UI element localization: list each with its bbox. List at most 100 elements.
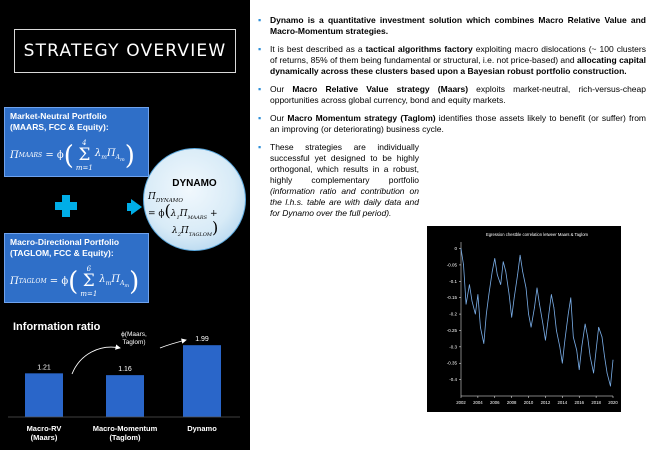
x-tick-label-6: 2014 bbox=[558, 400, 568, 405]
correlation-point bbox=[598, 326, 599, 328]
dynamo-circle: DYNAMO ΠDYNAMO = ϕ(λ1ΠMAARS + λ2ΠTAGLOM) bbox=[143, 148, 246, 251]
bullet-3-text-0: Our bbox=[270, 113, 288, 123]
correlation-point bbox=[601, 336, 603, 338]
market-neutral-label-2: (MAARS, FCC & Equity): bbox=[10, 122, 109, 132]
y-tick-label-6: -0.3 bbox=[449, 344, 457, 349]
correlation-point bbox=[542, 323, 544, 325]
y-tick-label-0: 0 bbox=[454, 246, 457, 251]
correlation-point bbox=[564, 339, 566, 341]
correlation-chart-title: Egression chestble correlation letweer M… bbox=[486, 232, 589, 237]
market-neutral-box: Market-Neutral Portfolio (MAARS, FCC & E… bbox=[4, 107, 149, 177]
formula-lhs-sub: MAARS bbox=[18, 152, 43, 159]
correlation-point bbox=[502, 261, 504, 263]
correlation-point bbox=[530, 326, 532, 328]
bullet-1-text-2: exploiting macro dislocations (~ 100 clu… bbox=[270, 44, 646, 65]
correlation-point bbox=[505, 271, 507, 272]
correlation-point bbox=[612, 359, 614, 361]
correlation-point bbox=[488, 294, 490, 295]
arrow-right-icon-tail bbox=[127, 203, 133, 211]
x-tick-label-1: 2004 bbox=[473, 400, 483, 405]
bar-category-label-0: Macro-RV (Maars) bbox=[26, 424, 62, 442]
bullet-2: ▪ Our Macro Relative Value strategy (Maar… bbox=[256, 84, 646, 106]
correlation-point bbox=[604, 356, 605, 358]
x-tick-label-8: 2018 bbox=[591, 400, 601, 405]
annotation-arrow-1 bbox=[71, 344, 121, 375]
correlation-point bbox=[469, 284, 470, 285]
bar-value-label-2: 1.99 bbox=[195, 336, 209, 343]
bullet-4-text-1: (information ratio and contribution on t… bbox=[270, 186, 419, 218]
annotation-label-2: Taglom) bbox=[122, 339, 145, 346]
dynamo-formula: ΠDYNAMO = ϕ(λ1ΠMAARS + λ2ΠTAGLOM) bbox=[148, 192, 219, 238]
correlation-point bbox=[553, 307, 555, 308]
correlation-point bbox=[570, 297, 572, 299]
correlation-point bbox=[593, 372, 594, 374]
correlation-point bbox=[587, 336, 589, 338]
annotation-arrow-2 bbox=[159, 338, 187, 349]
y-tick-label-3: -0.15 bbox=[447, 295, 458, 300]
y-tick-label-2: -0.1 bbox=[449, 279, 457, 284]
annotation-label-1: ϕ(Maars, bbox=[121, 331, 147, 338]
correlation-point bbox=[610, 385, 611, 387]
bar-0 bbox=[25, 373, 63, 417]
correlation-point bbox=[576, 349, 578, 351]
arrow-right-icon bbox=[131, 199, 142, 215]
square-bullet-icon: ▪ bbox=[258, 142, 262, 152]
bar-value-label-1: 1.16 bbox=[118, 366, 132, 373]
x-tick-label-7: 2016 bbox=[574, 400, 584, 405]
correlation-point bbox=[465, 303, 467, 305]
plus-icon bbox=[55, 195, 77, 217]
page-title: STRATEGY OVERVIEW bbox=[14, 29, 236, 73]
correlation-point bbox=[572, 336, 574, 338]
correlation-point bbox=[522, 271, 523, 272]
y-tick-label-5: -0.25 bbox=[447, 328, 458, 333]
correlation-point bbox=[561, 362, 563, 364]
square-bullet-icon: ▪ bbox=[258, 84, 262, 94]
bullet-0: ▪ Dynamo is a quantitative investment sol… bbox=[256, 15, 646, 37]
correlation-point bbox=[606, 372, 608, 374]
correlation-point bbox=[485, 313, 487, 315]
bullet-4: ▪ These strategies are individually succe… bbox=[256, 142, 419, 219]
bar-category-label-1: Macro-Momentum (Taglom) bbox=[92, 424, 158, 442]
x-tick-label-3: 2008 bbox=[507, 400, 517, 405]
correlation-point bbox=[475, 313, 476, 315]
correlation-point bbox=[528, 313, 529, 315]
bar-2 bbox=[183, 345, 221, 417]
formula-lhs: Π bbox=[10, 150, 19, 161]
correlation-point bbox=[589, 356, 591, 358]
correlation-point bbox=[539, 303, 540, 305]
formula-lhs: Π bbox=[10, 276, 19, 287]
bullet-3-text-1: Macro Momentum strategy (Taglom) bbox=[287, 113, 436, 123]
correlation-point bbox=[494, 258, 496, 259]
bullet-1-text-3: allocating capital dynamically across th… bbox=[270, 55, 647, 76]
bullet-3: ▪ Our Macro Momentum strategy (Taglom) id… bbox=[256, 113, 646, 135]
bar-category-label-2: Dynamo bbox=[187, 424, 217, 433]
macro-directional-label-1: Macro-Directional Portfolio bbox=[10, 237, 120, 247]
correlation-point bbox=[536, 287, 538, 289]
correlation-point bbox=[496, 274, 498, 276]
correlation-point bbox=[578, 369, 580, 371]
correlation-point bbox=[463, 264, 464, 266]
bullet-0-text-0: Dynamo is a quantitative investment solu… bbox=[270, 15, 646, 36]
correlation-point bbox=[477, 294, 479, 295]
correlation-point bbox=[581, 346, 583, 348]
correlation-point bbox=[517, 274, 518, 276]
formula-lhs-sub: TAGLOM bbox=[18, 278, 47, 285]
correlation-series-line bbox=[460, 248, 614, 387]
bullet-1: ▪ It is best described as a tactical algo… bbox=[256, 44, 646, 77]
bullet-1-text-1: tactical algorithms factory bbox=[365, 44, 473, 54]
market-neutral-label-1: Market-Neutral Portfolio bbox=[10, 111, 107, 121]
bar-value-label-0: 1.21 bbox=[37, 364, 51, 371]
correlation-point bbox=[556, 330, 557, 331]
correlation-point bbox=[547, 320, 549, 321]
bullet-2-text-2: exploits market-neutral, rich-versus-che… bbox=[270, 84, 646, 105]
x-tick-label-9: 2020 bbox=[608, 400, 618, 405]
correlation-point bbox=[513, 297, 515, 299]
info-ratio-title: Information ratio bbox=[13, 321, 101, 333]
right-text-panel: ▪ Dynamo is a quantitative investment sol… bbox=[256, 15, 646, 226]
y-tick-label-4: -0.2 bbox=[449, 312, 457, 317]
x-tick-label-4: 2010 bbox=[524, 400, 534, 405]
macro-directional-box: Macro-Directional Portfolio (TAGLOM, FCC… bbox=[4, 233, 149, 303]
